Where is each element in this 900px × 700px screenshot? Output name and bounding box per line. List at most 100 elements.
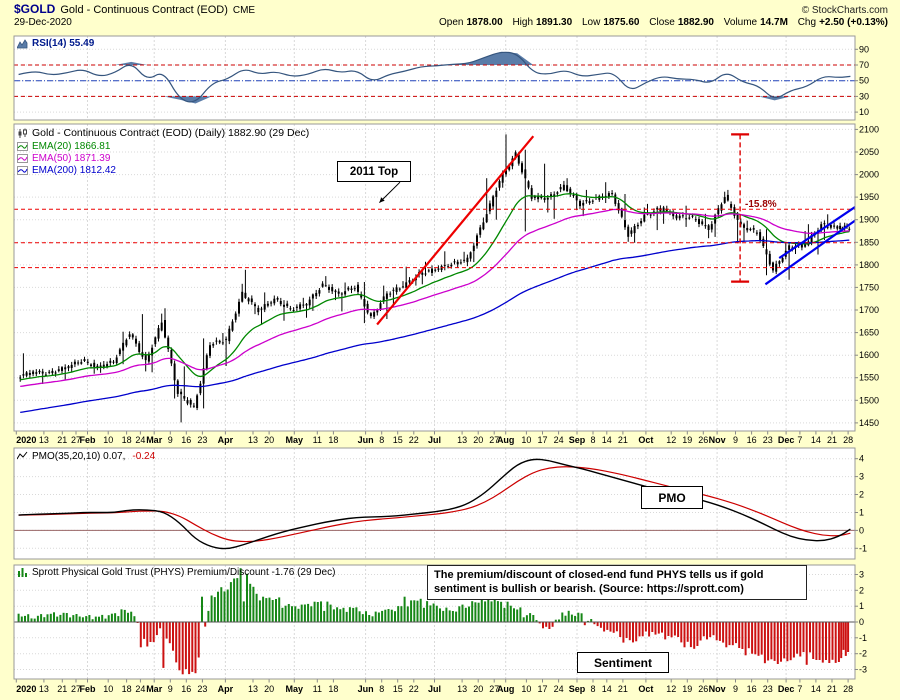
- pmo-signal-value: -0.24: [132, 451, 156, 462]
- symbol: $GOLD: [14, 2, 56, 16]
- svg-text:1800: 1800: [859, 260, 879, 270]
- svg-text:27: 27: [489, 435, 499, 445]
- instrument-title: Gold - Continuous Contract (EOD): [60, 4, 228, 16]
- line-swatch-icon: [17, 154, 28, 163]
- svg-text:21: 21: [827, 435, 837, 445]
- svg-text:Sep: Sep: [569, 684, 586, 694]
- svg-text:13: 13: [457, 684, 467, 694]
- chg-value: +2.50 (+0.13%): [819, 17, 888, 28]
- svg-text:14: 14: [811, 684, 821, 694]
- exchange: CME: [232, 5, 256, 16]
- svg-text:1500: 1500: [859, 395, 879, 405]
- svg-text:Aug: Aug: [497, 435, 515, 445]
- svg-text:Nov: Nov: [709, 435, 726, 445]
- svg-text:1550: 1550: [859, 373, 879, 383]
- close-value: 1882.90: [677, 17, 714, 28]
- svg-text:3: 3: [859, 472, 864, 482]
- svg-text:27: 27: [71, 435, 81, 445]
- pmo-label-text: PMO(35,20,10) 0.07,: [32, 451, 126, 462]
- candlestick-chart-icon: [17, 128, 28, 139]
- stockcharts-brand: © StockCharts.com: [801, 5, 888, 16]
- line-chart-icon: [17, 451, 28, 462]
- bar-chart-icon: [17, 567, 28, 578]
- svg-text:26: 26: [698, 435, 708, 445]
- pmo-panel-label: PMO(35,20,10) 0.07, -0.24: [17, 451, 155, 462]
- svg-text:1750: 1750: [859, 282, 879, 292]
- svg-text:20: 20: [264, 684, 274, 694]
- chg-label: Chg: [797, 17, 817, 28]
- svg-text:1: 1: [859, 601, 864, 611]
- svg-text:1: 1: [859, 508, 864, 518]
- quote-line: Open 1878.00 High 1891.30 Low 1875.60 Close…: [432, 17, 888, 28]
- high-value: 1891.30: [536, 17, 573, 28]
- svg-text:May: May: [286, 435, 304, 445]
- svg-text:Mar: Mar: [146, 435, 163, 445]
- svg-text:2020: 2020: [16, 684, 36, 694]
- svg-text:1650: 1650: [859, 328, 879, 338]
- svg-text:Dec: Dec: [778, 435, 795, 445]
- svg-text:2100: 2100: [859, 124, 879, 134]
- svg-text:19: 19: [682, 435, 692, 445]
- low-label: Low: [581, 17, 601, 28]
- svg-text:21: 21: [618, 684, 628, 694]
- svg-text:18: 18: [122, 435, 132, 445]
- svg-text:13: 13: [457, 435, 467, 445]
- svg-text:28: 28: [843, 684, 853, 694]
- svg-text:22: 22: [409, 435, 419, 445]
- svg-text:Jun: Jun: [358, 684, 374, 694]
- drop-percent-label: -15.8%: [745, 199, 777, 210]
- svg-text:1600: 1600: [859, 350, 879, 360]
- svg-text:Nov: Nov: [709, 684, 726, 694]
- svg-text:17: 17: [537, 435, 547, 445]
- svg-text:-1: -1: [859, 543, 867, 553]
- open-label: Open: [439, 17, 464, 28]
- svg-text:1700: 1700: [859, 305, 879, 315]
- line-swatch-icon: [17, 166, 28, 175]
- svg-text:Oct: Oct: [638, 684, 653, 694]
- svg-text:24: 24: [554, 684, 564, 694]
- svg-text:16: 16: [747, 435, 757, 445]
- svg-text:16: 16: [181, 684, 191, 694]
- svg-text:3: 3: [859, 570, 864, 580]
- svg-text:Dec: Dec: [778, 684, 795, 694]
- svg-text:14: 14: [602, 435, 612, 445]
- svg-text:2: 2: [859, 490, 864, 500]
- svg-text:30: 30: [859, 91, 869, 101]
- svg-text:21: 21: [57, 435, 67, 445]
- ema50-label-text: EMA(50) 1871.39: [32, 153, 111, 164]
- svg-text:11: 11: [313, 435, 322, 445]
- svg-text:9: 9: [733, 684, 738, 694]
- ema200-label-text: EMA(200) 1812.42: [32, 165, 116, 176]
- close-label: Close: [649, 17, 675, 28]
- svg-text:23: 23: [197, 684, 207, 694]
- svg-text:May: May: [286, 684, 304, 694]
- svg-text:18: 18: [122, 684, 132, 694]
- svg-text:7: 7: [797, 435, 802, 445]
- svg-text:12: 12: [666, 684, 676, 694]
- svg-text:8: 8: [590, 684, 595, 694]
- rsi-panel-label: RSI(14) 55.49: [17, 38, 94, 49]
- svg-text:14: 14: [602, 684, 612, 694]
- svg-text:23: 23: [763, 435, 773, 445]
- quote-row: 29-Dec-2020 Open 1878.00 High 1891.30 Low 1…: [14, 17, 888, 28]
- svg-text:1900: 1900: [859, 215, 879, 225]
- chart-date: 29-Dec-2020: [14, 17, 72, 28]
- svg-text:-2: -2: [859, 649, 867, 659]
- svg-text:21: 21: [618, 435, 628, 445]
- price-panel-title: Gold - Continuous Contract (EOD) (Daily)…: [17, 127, 309, 139]
- svg-text:27: 27: [71, 684, 81, 694]
- svg-text:24: 24: [135, 435, 145, 445]
- svg-text:15: 15: [393, 684, 403, 694]
- svg-text:Aug: Aug: [497, 684, 515, 694]
- chart-header: $GOLD Gold - Continuous Contract (EOD) C…: [14, 2, 888, 16]
- svg-text:Mar: Mar: [146, 684, 163, 694]
- svg-text:14: 14: [811, 435, 821, 445]
- svg-text:2050: 2050: [859, 147, 879, 157]
- svg-text:13: 13: [248, 435, 258, 445]
- low-value: 1875.60: [603, 17, 640, 28]
- svg-text:8: 8: [379, 435, 384, 445]
- svg-text:7: 7: [797, 684, 802, 694]
- sentiment-panel-label: Sprott Physical Gold Trust (PHYS) Premiu…: [17, 567, 335, 578]
- svg-text:24: 24: [554, 435, 564, 445]
